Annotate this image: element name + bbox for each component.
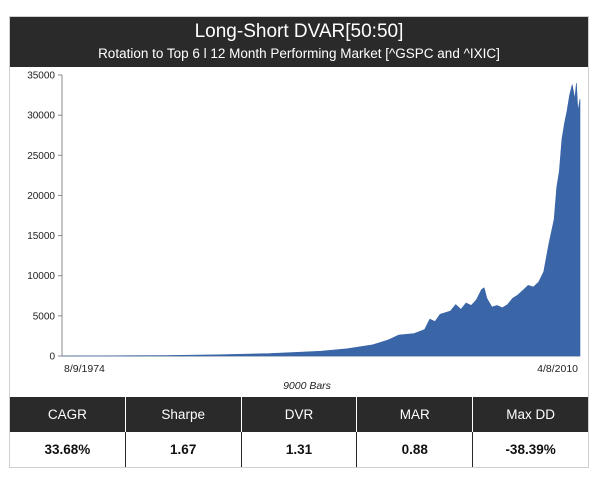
x-axis-label: 9000 Bars — [283, 380, 332, 392]
metric-value-max-dd: -38.39% — [505, 442, 556, 457]
equity-chart-svg: 0 5000 10000 15000 20000 25000 30000 35000 8/9/1… — [27, 71, 581, 392]
equity-chart: 0 5000 10000 15000 20000 25000 30000 35000 8/9/1… — [10, 67, 588, 397]
y-tick-label: 0 — [49, 352, 55, 363]
metric-label-dvr: DVR — [242, 397, 358, 432]
y-tick-label: 30000 — [27, 111, 55, 122]
chart-header: Long-Short DVAR[50:50] Rotation to Top 6… — [10, 17, 588, 67]
metric-label-max-dd: Max DD — [506, 407, 555, 422]
y-tick-label: 10000 — [27, 271, 55, 282]
metrics-table: CAGR Sharpe DVR MAR Max DD 33.68% 1.67 1… — [10, 397, 588, 467]
x-tick-label-end: 4/8/2010 — [537, 363, 578, 375]
chart-card: Long-Short DVAR[50:50] Rotation to Top 6… — [9, 16, 589, 468]
y-tick-label: 20000 — [27, 191, 55, 202]
metric-value-cagr: 33.68% — [10, 432, 126, 467]
metric-label-mar: MAR — [357, 397, 474, 432]
metric-value-dvr: 1.31 — [242, 432, 358, 467]
y-tick-label: 35000 — [27, 71, 55, 82]
metrics-value-row: 33.68% 1.67 1.31 0.88 -38.39% — [10, 432, 588, 467]
y-tick-label: 15000 — [27, 231, 55, 242]
chart-title: Long-Short DVAR[50:50] — [194, 21, 404, 42]
x-tick-label-start: 8/9/1974 — [64, 363, 105, 375]
metric-value-sharpe: 1.67 — [126, 432, 242, 467]
equity-area-series — [61, 82, 581, 357]
metric-label-sharpe: Sharpe — [126, 397, 242, 432]
metric-label-cagr: CAGR — [10, 397, 126, 432]
metrics-header-row: CAGR Sharpe DVR MAR Max DD — [10, 397, 588, 432]
y-tick-label: 25000 — [27, 151, 55, 162]
metric-value-mar: 0.88 — [357, 432, 474, 467]
y-tick-label: 5000 — [33, 311, 56, 322]
chart-subtitle: Rotation to Top 6 l 12 Month Performing … — [98, 46, 500, 61]
